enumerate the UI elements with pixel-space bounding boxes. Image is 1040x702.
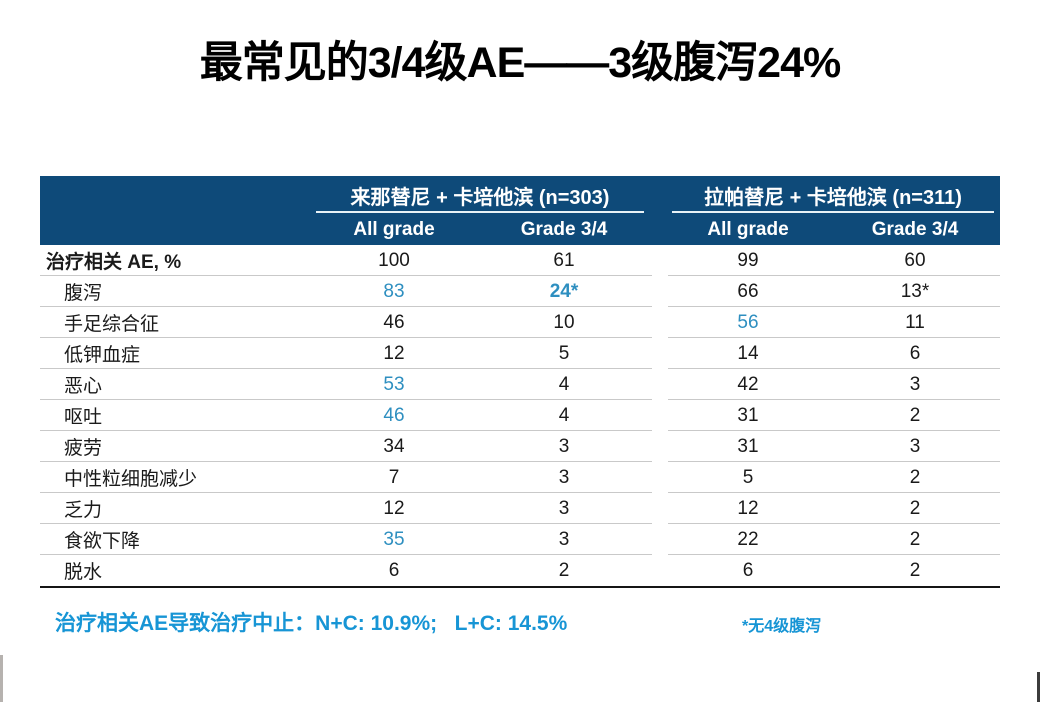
table-row: 疲劳 34 3 31 3 [40,431,1000,462]
group-underline [672,211,994,213]
cell-value: 7 [388,466,400,488]
table-row: 治疗相关 AE, % 100 61 99 60 [40,245,1000,276]
row-label: 中性粒细胞减少 [64,469,198,490]
cell-value: 5 [742,466,754,488]
row-label: 腹泻 [64,283,103,304]
cell-value: 46 [383,404,405,426]
group-header-neratinib-label: 来那替尼 + 卡培他滨 (n=303) [350,186,610,209]
column-header-allgrade-1: All grade [353,218,435,240]
table-row: 手足综合征 46 10 56 11 [40,307,1000,338]
cell-value: 35 [383,528,405,550]
cell-value: 10 [553,311,575,333]
cell-value: 99 [737,249,759,271]
cell-value: 3 [558,528,570,550]
group-underline [316,211,644,213]
screen-edge-right [1037,672,1040,702]
table-row: 低钾血症 12 5 14 6 [40,338,1000,369]
table-row: 中性粒细胞减少 7 3 5 2 [40,462,1000,493]
row-label: 食欲下降 [64,531,141,552]
cell-value: 34 [383,435,405,457]
table-row: 腹泻 83 24* 66 13* [40,276,1000,307]
cell-value: 2 [909,528,921,550]
cell-value: 2 [909,497,921,519]
cell-value: 24* [549,280,579,302]
cell-value: 56 [737,311,759,333]
footnote-no-grade4-diarrhea: *无4级腹泻 [742,618,822,635]
table-body: 治疗相关 AE, % 100 61 99 60 腹泻 83 24* 66 13* 手足综合征 46 10… [40,245,1000,586]
cell-value: 12 [383,497,405,519]
group-header-lapatinib: 拉帕替尼 + 卡培他滨 (n=311) [666,176,1000,214]
cell-value: 66 [737,280,759,302]
cell-value: 22 [737,528,759,550]
group-header-neratinib: 来那替尼 + 卡培他滨 (n=303) [310,176,650,214]
cell-value: 3 [909,435,921,457]
cell-value: 31 [737,435,759,457]
cell-value: 5 [558,342,570,364]
cell-value: 11 [905,311,925,333]
cell-value: 3 [558,497,570,519]
cell-value: 3 [558,435,570,457]
slide-title: 最常见的3/4级AE——3级腹泻24% [199,39,842,87]
table-row: 食欲下降 35 3 22 2 [40,524,1000,555]
cell-value: 6 [909,342,921,364]
row-label: 低钾血症 [64,345,141,366]
column-header-grade34-2: Grade 3/4 [871,218,959,240]
row-label: 脱水 [64,562,103,583]
cell-value: 2 [909,559,921,581]
row-label: 乏力 [64,500,103,521]
row-label-spacer [40,176,310,214]
cell-value: 12 [383,342,405,364]
cell-value: 12 [737,497,759,519]
table-header: 来那替尼 + 卡培他滨 (n=303) 拉帕替尼 + 卡培他滨 (n=311) … [40,176,1000,245]
cell-value: 4 [558,404,570,426]
table-row: 恶心 53 4 42 3 [40,369,1000,400]
cell-value: 6 [388,559,400,581]
cell-value: 2 [909,404,921,426]
row-label: 治疗相关 AE, % [46,252,182,273]
table-row: 脱水 6 2 6 2 [40,555,1000,586]
cell-value: 100 [378,249,410,271]
row-label: 呕吐 [64,407,103,428]
cell-value: 2 [558,559,570,581]
cell-value: 6 [742,559,754,581]
group-header-row: 来那替尼 + 卡培他滨 (n=303) 拉帕替尼 + 卡培他滨 (n=311) [40,176,1000,214]
footnote-discontinuation: 治疗相关AE导致治疗中止：N+C: 10.9%; L+C: 14.5% [55,612,568,635]
cell-value: 3 [909,373,921,395]
table-bottom-rule [40,586,1000,588]
cell-value: 61 [553,249,575,271]
cell-value: 31 [737,404,759,426]
cell-value: 83 [383,280,405,302]
cell-value: 14 [737,342,759,364]
column-header-allgrade-2: All grade [707,218,789,240]
cell-value: 4 [558,373,570,395]
ae-table: 来那替尼 + 卡培他滨 (n=303) 拉帕替尼 + 卡培他滨 (n=311) … [40,176,1000,588]
table-row: 乏力 12 3 12 2 [40,493,1000,524]
cell-value: 53 [383,373,405,395]
cell-value: 3 [558,466,570,488]
cell-value: 13* [900,280,930,302]
screen-edge-left [0,655,3,702]
cell-value: 60 [904,249,926,271]
cell-value: 42 [737,373,759,395]
cell-value: 46 [383,311,405,333]
row-label: 手足综合征 [64,314,160,335]
row-label: 恶心 [64,376,103,397]
column-header-grade34-1: Grade 3/4 [520,218,608,240]
cell-value: 2 [909,466,921,488]
table-row: 呕吐 46 4 31 2 [40,400,1000,431]
row-label: 疲劳 [64,438,103,459]
column-header-row: All grade Grade 3/4 All grade Grade 3/4 [40,214,1000,245]
group-header-lapatinib-label: 拉帕替尼 + 卡培他滨 (n=311) [704,186,962,209]
